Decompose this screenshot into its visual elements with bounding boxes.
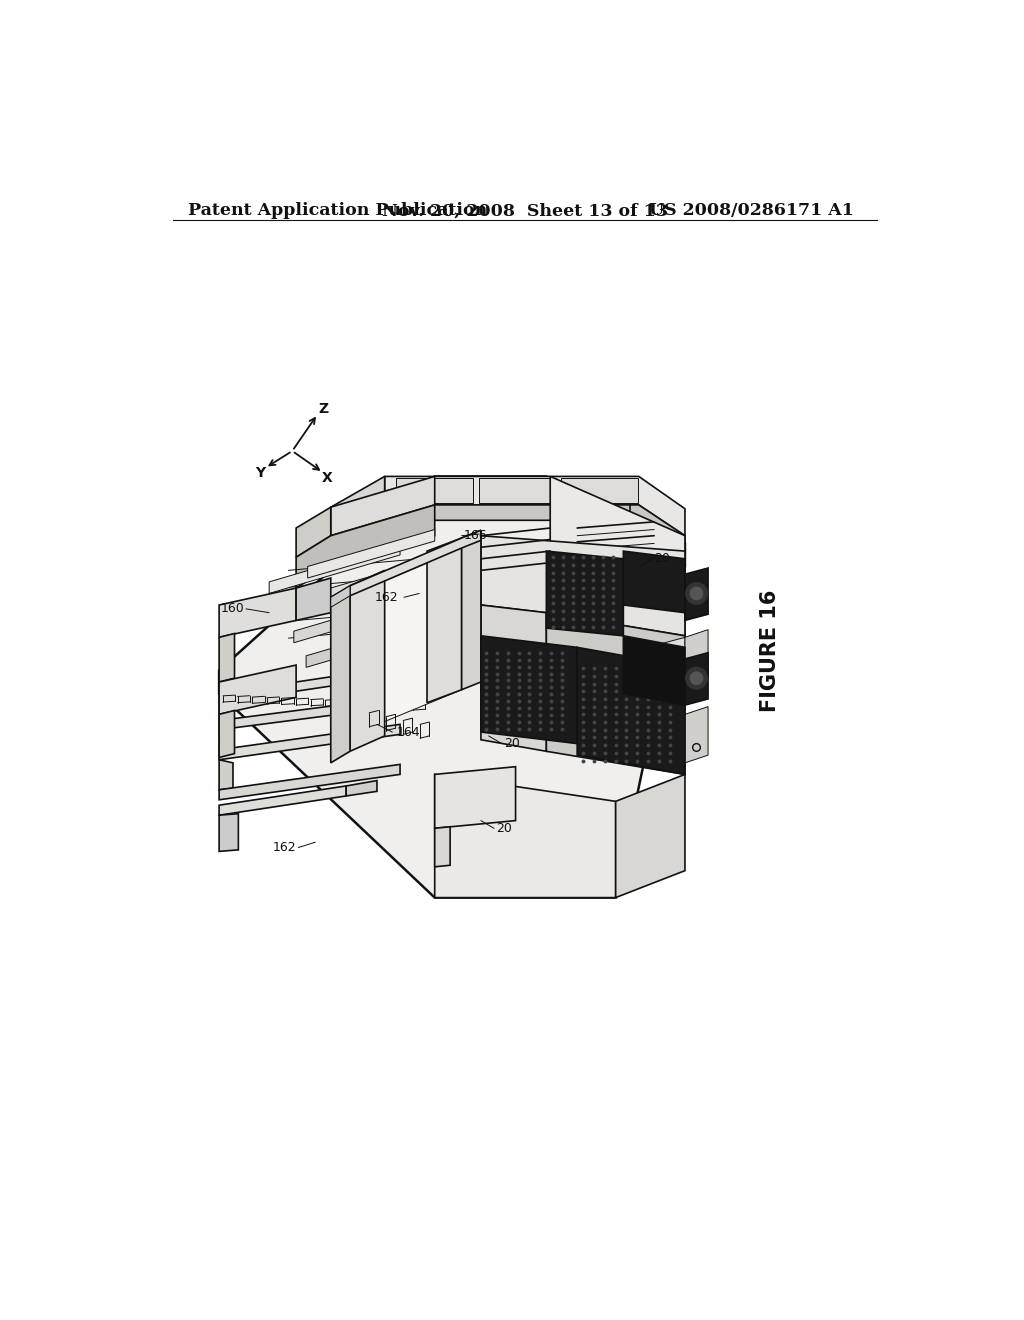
Circle shape bbox=[690, 672, 702, 684]
Text: Patent Application Publication: Patent Application Publication bbox=[188, 202, 487, 219]
Polygon shape bbox=[269, 544, 400, 594]
Polygon shape bbox=[481, 636, 578, 743]
Polygon shape bbox=[685, 630, 708, 686]
Polygon shape bbox=[385, 477, 685, 536]
Circle shape bbox=[686, 668, 708, 689]
Text: Z: Z bbox=[318, 401, 328, 416]
Polygon shape bbox=[294, 593, 425, 643]
Polygon shape bbox=[662, 638, 685, 692]
Circle shape bbox=[690, 587, 702, 599]
Polygon shape bbox=[282, 568, 413, 618]
Polygon shape bbox=[219, 760, 233, 789]
Polygon shape bbox=[435, 826, 451, 867]
Polygon shape bbox=[578, 647, 685, 775]
Text: Nov. 20, 2008  Sheet 13 of 13: Nov. 20, 2008 Sheet 13 of 13 bbox=[382, 202, 668, 219]
Polygon shape bbox=[478, 478, 556, 503]
Polygon shape bbox=[481, 605, 547, 751]
Text: 162: 162 bbox=[375, 591, 398, 603]
Polygon shape bbox=[219, 661, 435, 702]
Polygon shape bbox=[547, 612, 685, 775]
Polygon shape bbox=[219, 589, 296, 638]
Polygon shape bbox=[219, 785, 346, 816]
Polygon shape bbox=[396, 478, 473, 503]
Polygon shape bbox=[333, 579, 460, 627]
Polygon shape bbox=[219, 665, 296, 714]
Polygon shape bbox=[219, 634, 234, 682]
Polygon shape bbox=[296, 506, 435, 589]
Polygon shape bbox=[331, 586, 350, 763]
Polygon shape bbox=[331, 477, 435, 536]
Polygon shape bbox=[685, 568, 708, 620]
Text: 166: 166 bbox=[463, 529, 486, 543]
Polygon shape bbox=[435, 775, 615, 898]
Text: FIGURE 16: FIGURE 16 bbox=[760, 590, 779, 713]
Text: Y: Y bbox=[255, 466, 265, 480]
Polygon shape bbox=[219, 813, 239, 851]
Text: X: X bbox=[322, 471, 332, 484]
Polygon shape bbox=[219, 764, 400, 800]
Text: 164: 164 bbox=[396, 726, 420, 739]
Polygon shape bbox=[685, 653, 708, 705]
Polygon shape bbox=[319, 554, 447, 603]
Polygon shape bbox=[306, 618, 437, 668]
Polygon shape bbox=[296, 507, 331, 557]
Polygon shape bbox=[615, 775, 685, 898]
Polygon shape bbox=[307, 529, 435, 578]
Polygon shape bbox=[331, 477, 385, 536]
Polygon shape bbox=[219, 710, 234, 758]
Polygon shape bbox=[331, 586, 350, 607]
Polygon shape bbox=[547, 552, 624, 636]
Polygon shape bbox=[685, 706, 708, 763]
Polygon shape bbox=[296, 578, 331, 620]
Polygon shape bbox=[662, 714, 685, 770]
Polygon shape bbox=[331, 506, 685, 552]
Polygon shape bbox=[561, 478, 638, 503]
Polygon shape bbox=[427, 539, 462, 702]
Polygon shape bbox=[345, 603, 472, 652]
Polygon shape bbox=[462, 531, 481, 689]
Polygon shape bbox=[624, 636, 685, 705]
Polygon shape bbox=[624, 552, 685, 612]
Polygon shape bbox=[219, 477, 685, 898]
Polygon shape bbox=[350, 531, 481, 595]
Text: 20: 20 bbox=[654, 552, 670, 565]
Polygon shape bbox=[350, 570, 385, 751]
Polygon shape bbox=[219, 705, 339, 730]
Polygon shape bbox=[219, 729, 233, 750]
Text: US 2008/0286171 A1: US 2008/0286171 A1 bbox=[649, 202, 854, 219]
Circle shape bbox=[686, 582, 708, 605]
Text: 20: 20 bbox=[497, 822, 512, 834]
Polygon shape bbox=[219, 701, 233, 721]
Text: 160: 160 bbox=[221, 602, 245, 615]
Text: 20: 20 bbox=[504, 737, 520, 750]
Text: 162: 162 bbox=[272, 841, 296, 854]
Polygon shape bbox=[346, 780, 377, 796]
Polygon shape bbox=[350, 548, 462, 737]
Polygon shape bbox=[435, 767, 515, 829]
Polygon shape bbox=[481, 536, 685, 636]
Polygon shape bbox=[219, 725, 400, 760]
Polygon shape bbox=[550, 477, 685, 636]
